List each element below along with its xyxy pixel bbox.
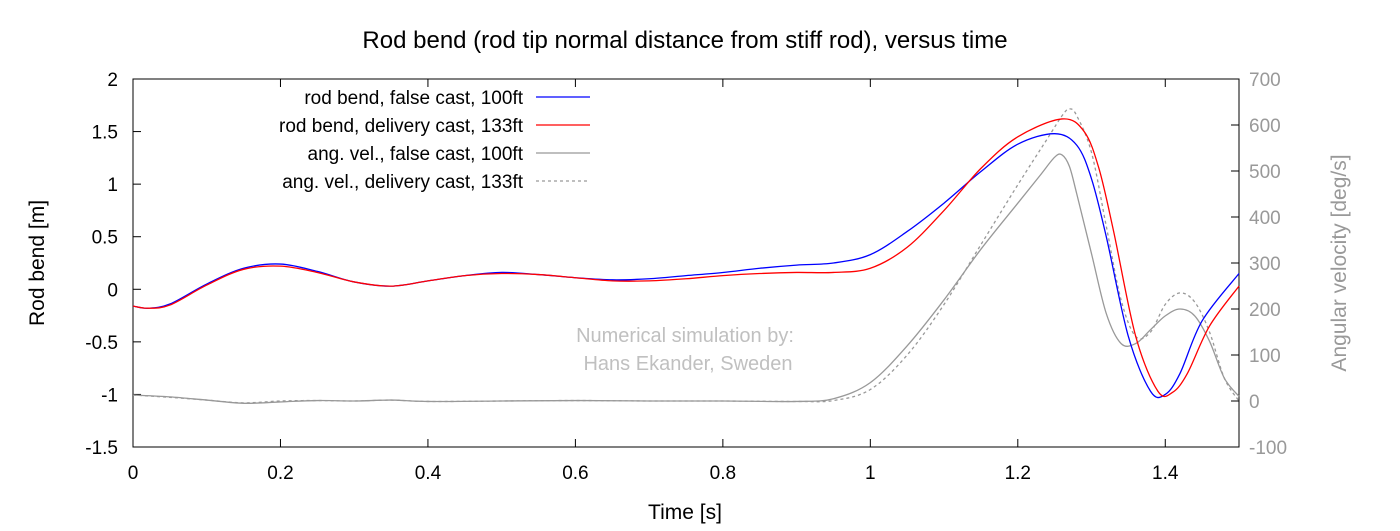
y-tick-label: 0 bbox=[107, 280, 118, 301]
y2-tick-label: 700 bbox=[1249, 70, 1281, 91]
legend-label-1: rod bend, false cast, 100ft bbox=[304, 88, 523, 109]
y-tick-label: 1 bbox=[107, 175, 118, 196]
y2-tick-label: 300 bbox=[1249, 254, 1281, 275]
x-axis-ticks: 0 0.2 0.4 0.6 0.8 1 1.2 1.4 bbox=[128, 79, 1179, 484]
x-tick-label: 0.4 bbox=[415, 463, 442, 484]
y-tick-label: -0.5 bbox=[85, 333, 118, 354]
x-tick-label: 0 bbox=[128, 463, 139, 484]
series-line-4 bbox=[132, 108, 1240, 404]
legend: rod bend, false cast, 100ft rod bend, del… bbox=[279, 88, 590, 193]
y2-tick-label: 500 bbox=[1249, 162, 1281, 183]
x-tick-label: 1.4 bbox=[1152, 463, 1179, 484]
legend-label-3: ang. vel., false cast, 100ft bbox=[308, 144, 524, 165]
y-axis-ticks: -1.5 -1 -0.5 0 0.5 1 1.5 2 bbox=[85, 70, 141, 459]
y-tick-label: 1.5 bbox=[92, 123, 118, 144]
annotation-line-2: Hans Ekander, Sweden bbox=[583, 353, 792, 375]
y-tick-label: -1 bbox=[101, 385, 118, 406]
x-tick-label: 1.2 bbox=[1005, 463, 1031, 484]
series-line-3 bbox=[132, 153, 1240, 404]
x-tick-label: 0.8 bbox=[710, 463, 736, 484]
series-layer bbox=[132, 108, 1240, 404]
x-tick-label: 1 bbox=[865, 463, 876, 484]
legend-label-4: ang. vel., delivery cast, 133ft bbox=[282, 172, 524, 193]
series-line-2 bbox=[132, 118, 1240, 398]
chart-title: Rod bend (rod tip normal distance from s… bbox=[362, 27, 1007, 54]
annotation-line-1: Numerical simulation by: bbox=[576, 325, 794, 347]
y2-tick-label: 0 bbox=[1249, 392, 1260, 413]
x-axis-label: Time [s] bbox=[648, 501, 722, 524]
y2-tick-label: -100 bbox=[1249, 438, 1287, 459]
y2-tick-label: 100 bbox=[1249, 346, 1281, 367]
legend-label-2: rod bend, delivery cast, 133ft bbox=[279, 116, 524, 137]
y-tick-label: 0.5 bbox=[92, 228, 118, 249]
y2-tick-label: 600 bbox=[1249, 116, 1281, 137]
y2-axis-ticks: -100 0 100 200 300 400 500 600 700 bbox=[1231, 70, 1287, 459]
series-line-1 bbox=[132, 133, 1240, 399]
y-tick-label: 2 bbox=[107, 70, 118, 91]
y2-tick-label: 200 bbox=[1249, 300, 1281, 321]
y-axis-label: Rod bend [m] bbox=[26, 200, 49, 326]
y2-axis-label: Angular velocity [deg/s] bbox=[1328, 154, 1351, 371]
y2-tick-label: 400 bbox=[1249, 208, 1281, 229]
y-tick-label: -1.5 bbox=[85, 438, 118, 459]
x-tick-label: 0.2 bbox=[267, 463, 293, 484]
x-tick-label: 0.6 bbox=[562, 463, 588, 484]
